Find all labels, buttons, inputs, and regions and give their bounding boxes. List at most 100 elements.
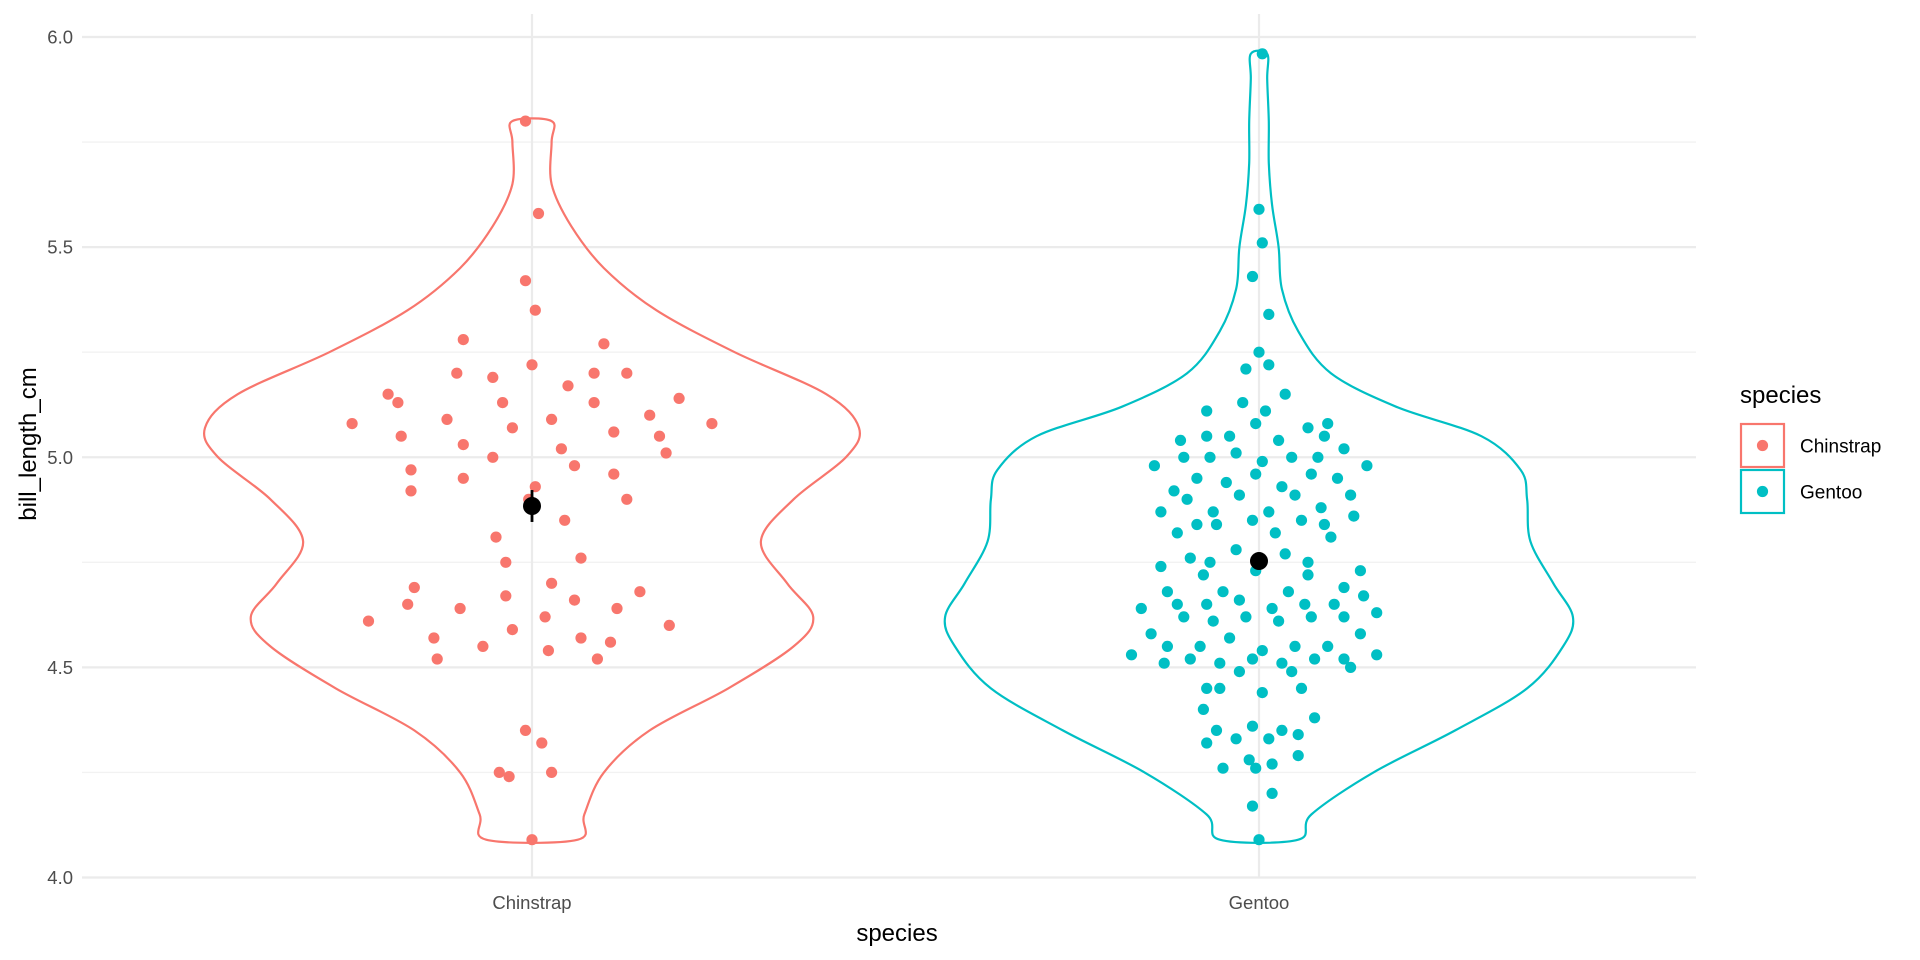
data-point-chinstrap <box>604 636 617 648</box>
data-point-chinstrap <box>506 624 518 636</box>
data-point-gentoo <box>1263 308 1275 320</box>
data-point-chinstrap <box>539 611 551 623</box>
data-point-chinstrap <box>526 359 538 371</box>
data-point-gentoo <box>1204 451 1216 463</box>
data-point-gentoo <box>1178 611 1190 623</box>
data-point-gentoo <box>1256 687 1268 699</box>
data-point-gentoo <box>1305 468 1317 480</box>
data-point-chinstrap <box>408 581 420 594</box>
data-point-chinstrap <box>392 397 404 409</box>
data-point-gentoo <box>1148 460 1160 472</box>
data-point-chinstrap <box>673 392 685 404</box>
data-point-gentoo <box>1325 531 1337 543</box>
data-point-gentoo <box>1371 649 1383 661</box>
data-point-gentoo <box>1233 489 1245 501</box>
data-point-gentoo <box>1318 518 1330 531</box>
data-point-gentoo <box>1286 666 1298 678</box>
data-point-chinstrap <box>608 426 620 438</box>
data-point-gentoo <box>1299 598 1311 610</box>
data-point-gentoo <box>1246 800 1259 812</box>
data-point-chinstrap <box>621 493 633 505</box>
x-tick-label: Chinstrap <box>492 892 571 913</box>
data-point-chinstrap <box>519 115 532 127</box>
data-point-gentoo <box>1338 581 1350 594</box>
violin-gentoo <box>943 49 1575 844</box>
data-point-chinstrap <box>575 632 587 644</box>
data-point-gentoo <box>1302 569 1314 581</box>
data-point-chinstrap <box>542 645 555 657</box>
data-point-chinstrap <box>487 451 499 463</box>
data-point-gentoo <box>1246 653 1259 665</box>
data-point-chinstrap <box>536 737 548 749</box>
data-point-gentoo <box>1338 653 1350 665</box>
data-point-gentoo <box>1240 363 1252 375</box>
data-point-chinstrap <box>519 275 532 287</box>
data-point-gentoo <box>1338 611 1350 623</box>
data-point-gentoo <box>1276 657 1288 669</box>
data-point-chinstrap <box>431 653 443 665</box>
data-point-gentoo <box>1253 203 1265 215</box>
data-point-chinstrap <box>477 640 489 653</box>
data-point-chinstrap <box>634 586 646 598</box>
data-point-gentoo <box>1240 611 1252 623</box>
data-point-gentoo <box>1256 48 1268 60</box>
data-point-gentoo <box>1233 666 1245 678</box>
data-point-gentoo <box>1354 628 1366 640</box>
data-point-gentoo <box>1322 418 1334 430</box>
data-point-gentoo <box>1263 359 1275 371</box>
data-point-chinstrap <box>591 653 604 665</box>
data-point-gentoo <box>1256 237 1268 249</box>
data-point-chinstrap <box>546 577 558 589</box>
data-point-gentoo <box>1145 628 1157 640</box>
data-point-gentoo <box>1266 758 1278 770</box>
data-point-chinstrap <box>395 430 407 442</box>
data-point-gentoo <box>1155 560 1167 573</box>
data-point-chinstrap <box>500 556 512 568</box>
data-point-chinstrap <box>529 304 541 316</box>
data-point-chinstrap <box>405 485 417 497</box>
legend-swatch-chinstrap <box>1756 439 1769 452</box>
data-point-gentoo <box>1161 586 1173 598</box>
data-point-gentoo <box>1246 514 1259 526</box>
data-point-gentoo <box>1237 397 1249 409</box>
data-point-gentoo <box>1253 346 1265 358</box>
data-point-gentoo <box>1191 472 1203 484</box>
data-point-gentoo <box>1217 762 1229 774</box>
data-point-gentoo <box>1279 388 1291 400</box>
data-point-gentoo <box>1184 653 1196 665</box>
data-point-chinstrap <box>506 422 518 434</box>
data-point-gentoo <box>1201 682 1213 695</box>
data-point-gentoo <box>1358 590 1370 602</box>
y-tick-label: 5.5 <box>47 237 73 258</box>
data-point-chinstrap <box>546 413 558 425</box>
data-point-gentoo <box>1253 834 1265 846</box>
data-point-gentoo <box>1322 640 1334 653</box>
data-point-gentoo <box>1295 682 1308 695</box>
data-point-chinstrap <box>546 766 558 779</box>
data-point-chinstrap <box>568 594 581 606</box>
data-point-chinstrap <box>621 367 633 379</box>
data-point-gentoo <box>1315 502 1327 514</box>
y-tick-label: 4.5 <box>47 657 73 678</box>
mean-point <box>523 496 541 515</box>
data-point-gentoo <box>1194 640 1206 653</box>
data-point-gentoo <box>1201 430 1213 442</box>
data-point-gentoo <box>1345 489 1357 501</box>
data-point-chinstrap <box>559 514 571 526</box>
data-point-gentoo <box>1230 733 1242 745</box>
data-point-gentoo <box>1217 586 1229 598</box>
legend-items: Chinstrap Gentoo <box>1739 422 1881 515</box>
data-point-gentoo <box>1263 506 1275 518</box>
data-point-chinstrap <box>653 430 666 442</box>
data-point-chinstrap <box>598 338 610 350</box>
data-point-chinstrap <box>454 602 466 615</box>
tick-labels: 4.0 4.5 5.0 5.5 6.0 Chinstrap Gentoo <box>47 27 1289 914</box>
data-point-chinstrap <box>706 418 718 430</box>
data-point-gentoo <box>1207 506 1219 518</box>
data-point-gentoo <box>1230 447 1242 459</box>
data-point-gentoo <box>1338 443 1350 455</box>
data-point-chinstrap <box>457 439 469 451</box>
data-point-gentoo <box>1279 548 1291 560</box>
data-point-gentoo <box>1197 569 1209 581</box>
data-point-gentoo <box>1135 602 1147 615</box>
